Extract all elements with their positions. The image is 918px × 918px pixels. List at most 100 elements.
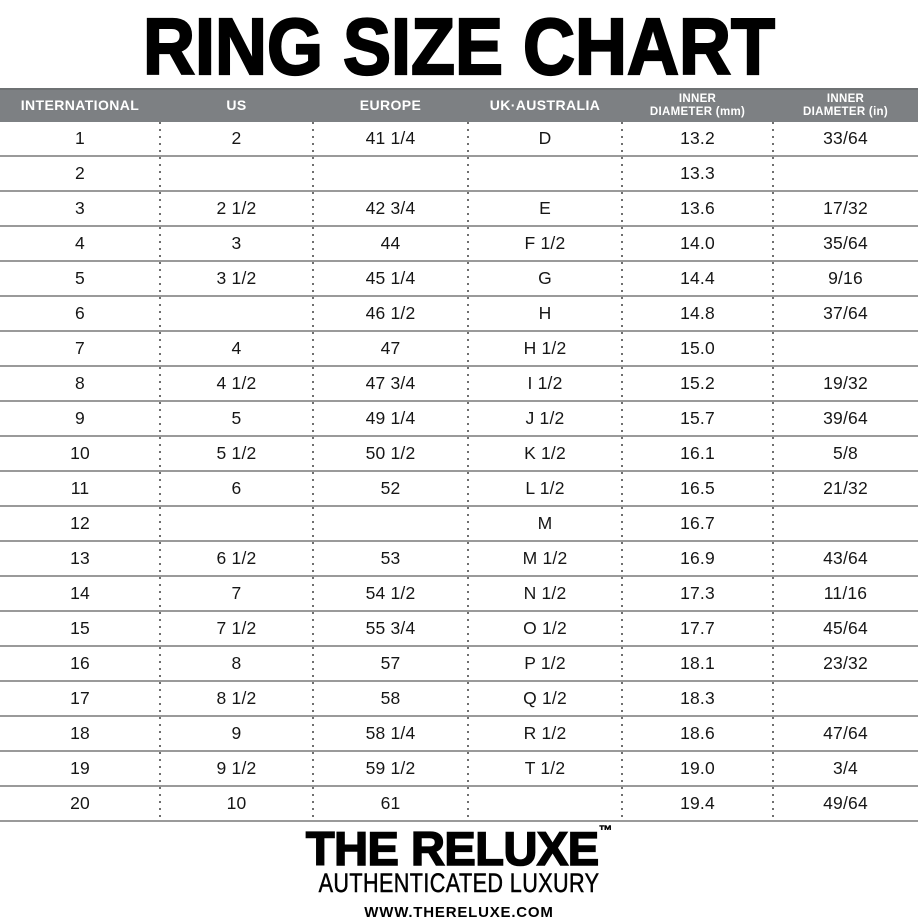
- column-header-label: INNER: [678, 93, 717, 106]
- table-cell: 58 1/4: [312, 717, 468, 752]
- column-header-label: UK·AUSTRALIA: [489, 97, 601, 114]
- table-cell: H 1/2: [467, 332, 622, 367]
- table-cell: 3: [159, 227, 313, 262]
- table-cell: 13.6: [621, 192, 773, 227]
- table-row: 18 9 58 1/4 R 1/2 18.6 47/64: [0, 717, 918, 752]
- table-cell: 7: [75, 338, 85, 358]
- table-cell: 15.7: [621, 402, 773, 437]
- table-cell: [159, 507, 313, 542]
- table-row: 6 46 1/2 H 14.8 37/64: [0, 297, 918, 332]
- table-row: 20 10 61 19.4 49/64: [0, 787, 918, 822]
- table-cell: 42 3/4: [312, 192, 468, 227]
- table-row: 5 3 1/2 45 1/4 G 14.4 9/16: [0, 262, 918, 297]
- column-header-label: INNER: [826, 93, 865, 106]
- table-cell: 8: [75, 373, 85, 393]
- column-header-uk-australia: UK·AUSTRALIA: [468, 97, 622, 114]
- table-cell: R 1/2: [467, 717, 622, 752]
- table-cell: [312, 507, 468, 542]
- table-cell: 2 1/2: [159, 192, 313, 227]
- table-cell: 46 1/2: [312, 297, 468, 332]
- table-cell: 9 1/2: [159, 752, 313, 787]
- table-cell: 4: [75, 233, 85, 253]
- table-cell: 8: [159, 647, 313, 682]
- table-cell: 2: [75, 163, 85, 183]
- brand-name: THE RELUXE: [305, 822, 600, 875]
- table-cell: M 1/2: [467, 542, 622, 577]
- table-cell: 15: [70, 618, 90, 638]
- table-cell: 6 1/2: [159, 542, 313, 577]
- table-cell: 7: [159, 577, 313, 612]
- table-row: 4 3 44 F 1/2 14.0 35/64: [0, 227, 918, 262]
- table-cell: 54 1/2: [312, 577, 468, 612]
- table-cell: 20: [70, 793, 90, 813]
- table-row: 12 M 16.7: [0, 507, 918, 542]
- column-header-label: DIAMETER (in): [802, 106, 889, 118]
- table-cell: I 1/2: [467, 367, 622, 402]
- table-cell: 7 1/2: [159, 612, 313, 647]
- table-cell: 17.3: [621, 577, 773, 612]
- table-cell: 35/64: [772, 227, 918, 262]
- table-row: 13 6 1/2 53 M 1/2 16.9 43/64: [0, 542, 918, 577]
- table-cell: 17: [70, 688, 90, 708]
- column-header-label: EUROPE: [359, 97, 422, 114]
- table-cell: 5/8: [772, 437, 918, 472]
- table-cell: [312, 157, 468, 192]
- table-cell: 6: [75, 303, 85, 323]
- table-cell: 3/4: [772, 752, 918, 787]
- table-cell: L 1/2: [467, 472, 622, 507]
- table-row: 19 9 1/2 59 1/2 T 1/2 19.0 3/4: [0, 752, 918, 787]
- table-cell: 49 1/4: [312, 402, 468, 437]
- table-cell: 16.9: [621, 542, 773, 577]
- table-cell: 10: [159, 787, 313, 822]
- table-cell: 5 1/2: [159, 437, 313, 472]
- table-cell: 11: [70, 478, 90, 498]
- table-cell: 41 1/4: [312, 122, 468, 157]
- table-cell: 4: [159, 332, 313, 367]
- column-header-label: US: [226, 97, 247, 114]
- table-cell: 17/32: [772, 192, 918, 227]
- table-cell: 45 1/4: [312, 262, 468, 297]
- table-cell: 8 1/2: [159, 682, 313, 717]
- table-cell: E: [467, 192, 622, 227]
- column-header-label: INTERNATIONAL: [20, 97, 140, 114]
- table-cell: P 1/2: [467, 647, 622, 682]
- table-row: 9 5 49 1/4 J 1/2 15.7 39/64: [0, 402, 918, 437]
- table-row: 3 2 1/2 42 3/4 E 13.6 17/32: [0, 192, 918, 227]
- table-cell: 19/32: [772, 367, 918, 402]
- table-cell: Q 1/2: [467, 682, 622, 717]
- table-cell: 50 1/2: [312, 437, 468, 472]
- table-row: 15 7 1/2 55 3/4 O 1/2 17.7 45/64: [0, 612, 918, 647]
- table-cell: [772, 682, 918, 717]
- table-header-row: INTERNATIONAL US EUROPE UK·AUSTRALIA INN…: [0, 88, 918, 122]
- brand-footer: THE RELUXE™ AUTHENTICATED LUXURY WWW.THE…: [0, 822, 918, 918]
- column-header-inner-diameter-mm: INNER DIAMETER (mm): [622, 93, 773, 119]
- table-cell: 47: [312, 332, 468, 367]
- table-cell: N 1/2: [467, 577, 622, 612]
- brand-website: WWW.THERELUXE.COM: [364, 904, 554, 918]
- table-cell: 13.2: [621, 122, 773, 157]
- table-cell: 33/64: [772, 122, 918, 157]
- table-row: 1 2 41 1/4 D 13.2 33/64: [0, 122, 918, 157]
- table-cell: 1: [75, 128, 85, 148]
- table-row: 14 7 54 1/2 N 1/2 17.3 11/16: [0, 577, 918, 612]
- table-cell: 15.0: [621, 332, 773, 367]
- table-cell: 14.4: [621, 262, 773, 297]
- table-cell: 39/64: [772, 402, 918, 437]
- table-cell: 19.4: [621, 787, 773, 822]
- table-cell: 15.2: [621, 367, 773, 402]
- table-cell: [772, 157, 918, 192]
- table-cell: 18.6: [621, 717, 773, 752]
- table-cell: 18.3: [621, 682, 773, 717]
- table-cell: 57: [312, 647, 468, 682]
- ring-size-table: INTERNATIONAL US EUROPE UK·AUSTRALIA INN…: [0, 88, 918, 822]
- table-cell: [772, 332, 918, 367]
- table-cell: 9: [159, 717, 313, 752]
- table-cell: O 1/2: [467, 612, 622, 647]
- table-cell: G: [467, 262, 622, 297]
- table-cell: 53: [312, 542, 468, 577]
- column-header-us: US: [160, 97, 313, 114]
- table-cell: 9/16: [772, 262, 918, 297]
- table-cell: 52: [312, 472, 468, 507]
- table-cell: 13: [70, 548, 90, 568]
